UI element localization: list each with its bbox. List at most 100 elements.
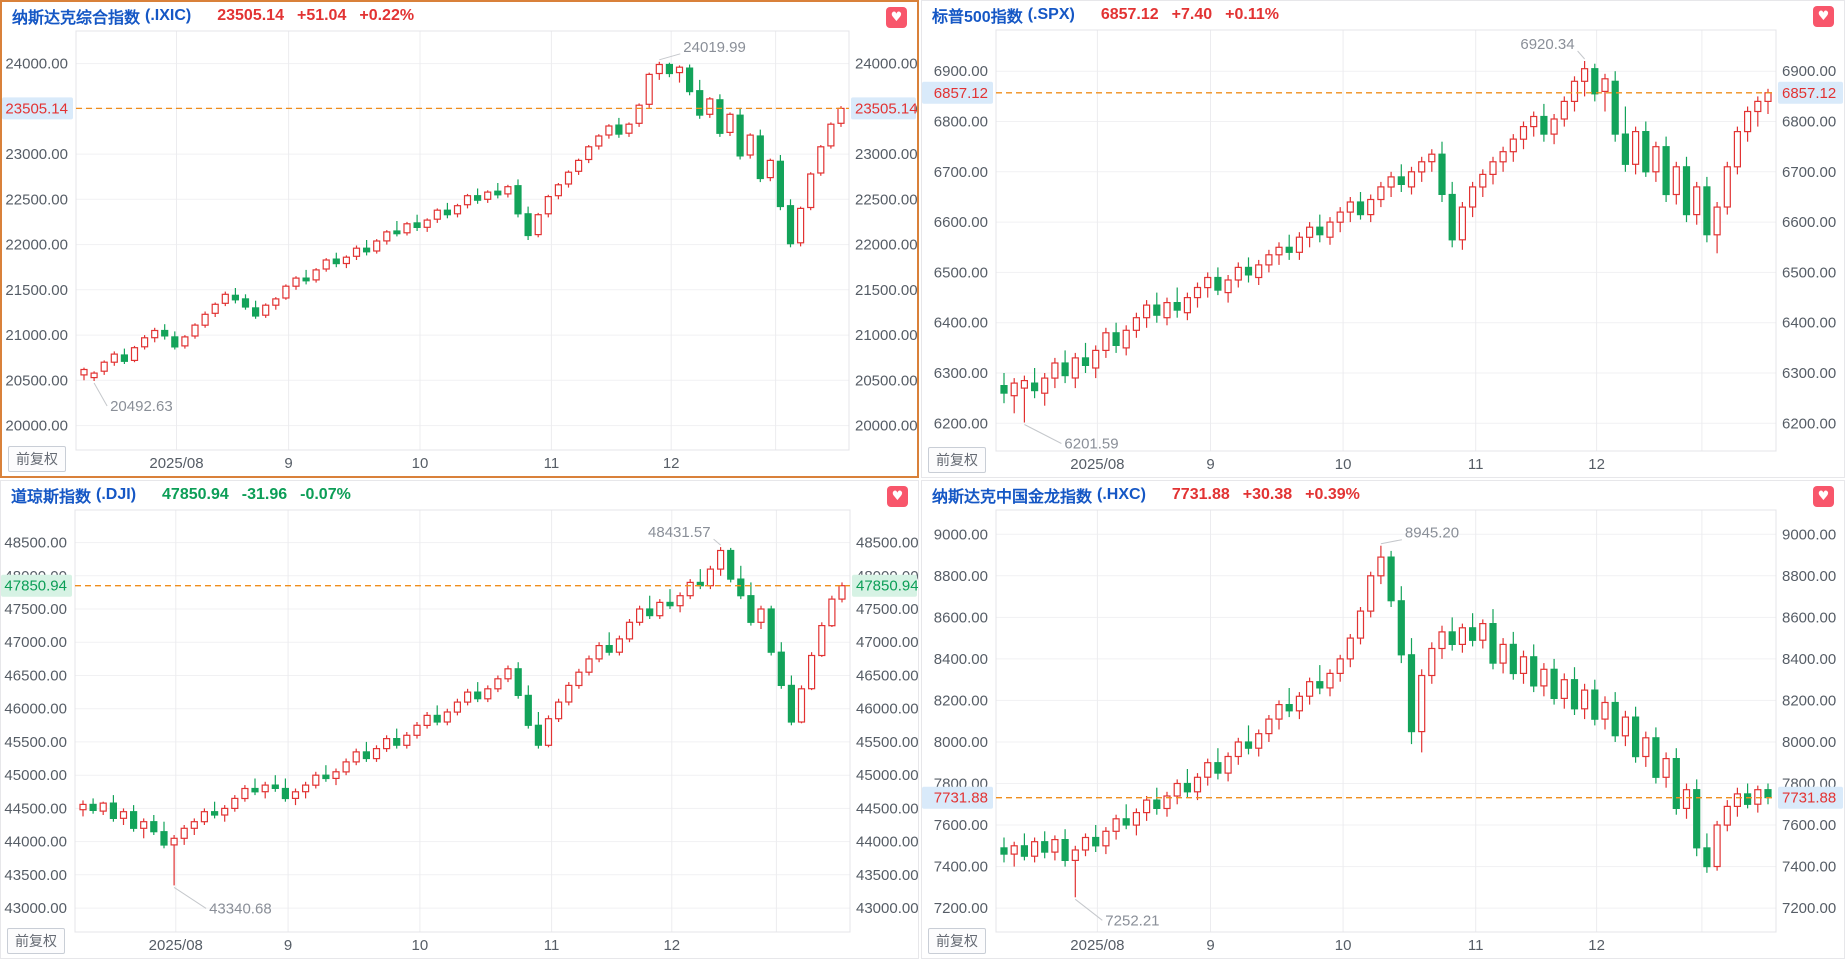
- index-code[interactable]: (.DJI): [96, 485, 137, 503]
- svg-text:21000.00: 21000.00: [5, 327, 68, 344]
- svg-text:20500.00: 20500.00: [5, 372, 68, 389]
- index-code[interactable]: (.HXC): [1097, 485, 1146, 503]
- svg-text:24019.99: 24019.99: [683, 39, 746, 56]
- quote: 23505.14 +51.04 +0.22%: [217, 7, 414, 25]
- svg-text:45500.00: 45500.00: [4, 734, 67, 751]
- price-change: -31.96: [241, 485, 288, 503]
- svg-text:6900.00: 6900.00: [1782, 63, 1836, 80]
- svg-text:6300.00: 6300.00: [1782, 365, 1836, 382]
- svg-text:6600.00: 6600.00: [934, 214, 988, 231]
- adjust-mode-button[interactable]: 前复权: [8, 446, 66, 472]
- svg-text:12: 12: [1588, 937, 1605, 954]
- svg-text:6857.12: 6857.12: [934, 85, 988, 102]
- price-change: +30.38: [1242, 485, 1293, 503]
- adjust-mode-button[interactable]: 前复权: [7, 928, 65, 954]
- panel-dow-jones[interactable]: 道琼斯指数 (.DJI) 47850.94 -31.96 -0.07% ♥ 48…: [0, 480, 919, 959]
- svg-text:7400.00: 7400.00: [934, 859, 988, 876]
- panel-nasdaq-composite[interactable]: 纳斯达克综合指数 (.IXIC) 23505.14 +51.04 +0.22% …: [0, 0, 919, 478]
- svg-text:46000.00: 46000.00: [856, 701, 918, 718]
- svg-text:7600.00: 7600.00: [1782, 817, 1836, 834]
- price-change-pct: -0.07%: [300, 485, 351, 503]
- svg-text:9000.00: 9000.00: [1782, 526, 1836, 543]
- svg-text:46000.00: 46000.00: [4, 701, 67, 718]
- svg-text:6700.00: 6700.00: [1782, 164, 1836, 181]
- candlestick-chart[interactable]: 48431.57 43340.68 43000.00 43000.00 43500.00…: [1, 508, 918, 958]
- svg-text:48500.00: 48500.00: [856, 535, 918, 552]
- svg-text:46500.00: 46500.00: [4, 668, 67, 685]
- panel-sp500[interactable]: 标普500指数 (.SPX) 6857.12 +7.40 +0.11% ♥ 69…: [921, 0, 1845, 478]
- quote: 47850.94 -31.96 -0.07%: [162, 486, 351, 504]
- favorite-heart-icon[interactable]: ♥: [1813, 486, 1834, 507]
- svg-text:6400.00: 6400.00: [1782, 315, 1836, 332]
- svg-text:6400.00: 6400.00: [934, 315, 988, 332]
- svg-text:43340.68: 43340.68: [209, 900, 272, 917]
- chart-area: 8945.20 7252.21 7200.00 7200.00 7400.00 7400.…: [922, 508, 1844, 958]
- svg-text:6201.59: 6201.59: [1064, 436, 1118, 453]
- svg-text:45000.00: 45000.00: [856, 767, 918, 784]
- svg-text:10: 10: [412, 455, 429, 472]
- candlestick-chart[interactable]: 8945.20 7252.21 7200.00 7200.00 7400.00 7400.…: [922, 508, 1844, 958]
- panel-china-golden-dragon[interactable]: 纳斯达克中国金龙指数 (.HXC) 7731.88 +30.38 +0.39% …: [921, 480, 1845, 959]
- svg-text:44500.00: 44500.00: [4, 800, 67, 817]
- favorite-heart-icon[interactable]: ♥: [1813, 6, 1834, 27]
- svg-text:8400.00: 8400.00: [1782, 651, 1836, 668]
- svg-text:47850.94: 47850.94: [856, 578, 918, 595]
- svg-text:44500.00: 44500.00: [856, 800, 918, 817]
- svg-text:6800.00: 6800.00: [1782, 114, 1836, 131]
- favorite-heart-icon[interactable]: ♥: [886, 7, 907, 28]
- svg-text:48500.00: 48500.00: [4, 535, 67, 552]
- index-name[interactable]: 纳斯达克中国金龙指数: [932, 488, 1093, 506]
- svg-text:44000.00: 44000.00: [4, 834, 67, 851]
- svg-text:8600.00: 8600.00: [1782, 609, 1836, 626]
- svg-text:8400.00: 8400.00: [934, 651, 988, 668]
- svg-text:8200.00: 8200.00: [1782, 692, 1836, 709]
- adjust-mode-button[interactable]: 前复权: [928, 928, 986, 954]
- price-change-pct: +0.39%: [1305, 485, 1360, 503]
- svg-text:47000.00: 47000.00: [4, 634, 67, 651]
- svg-text:6500.00: 6500.00: [934, 264, 988, 281]
- price-change-pct: +0.11%: [1225, 5, 1279, 23]
- candlestick-chart[interactable]: 24019.99 20492.63 20000.00 20000.00 20500.00…: [2, 29, 917, 476]
- svg-text:11: 11: [1468, 456, 1484, 473]
- svg-text:12: 12: [663, 937, 680, 954]
- svg-text:10: 10: [412, 937, 429, 954]
- svg-text:9000.00: 9000.00: [934, 526, 988, 543]
- svg-text:24000.00: 24000.00: [855, 56, 917, 73]
- panel-header: 纳斯达克综合指数 (.IXIC) 23505.14 +51.04 +0.22% …: [2, 2, 917, 29]
- svg-text:7200.00: 7200.00: [934, 900, 988, 917]
- svg-text:12: 12: [663, 455, 680, 472]
- svg-text:47850.94: 47850.94: [4, 578, 67, 595]
- svg-text:9: 9: [284, 455, 292, 472]
- index-name[interactable]: 纳斯达克综合指数: [12, 9, 141, 27]
- svg-text:2025/08: 2025/08: [149, 937, 203, 954]
- svg-text:6300.00: 6300.00: [934, 365, 988, 382]
- svg-text:6600.00: 6600.00: [1782, 214, 1836, 231]
- svg-text:8800.00: 8800.00: [1782, 568, 1836, 585]
- svg-text:11: 11: [544, 455, 560, 472]
- favorite-heart-icon[interactable]: ♥: [887, 486, 908, 507]
- last-price: 23505.14: [217, 6, 284, 24]
- svg-text:21500.00: 21500.00: [5, 282, 68, 299]
- svg-text:21000.00: 21000.00: [855, 327, 917, 344]
- svg-text:20000.00: 20000.00: [855, 418, 917, 435]
- panel-header: 标普500指数 (.SPX) 6857.12 +7.40 +0.11% ♥: [922, 1, 1844, 28]
- svg-text:43000.00: 43000.00: [856, 900, 918, 917]
- svg-text:10: 10: [1335, 937, 1352, 954]
- last-price: 7731.88: [1171, 485, 1230, 503]
- svg-text:7731.88: 7731.88: [1782, 790, 1836, 807]
- last-price: 47850.94: [162, 485, 229, 503]
- index-name[interactable]: 道琼斯指数: [11, 488, 92, 506]
- svg-text:6920.34: 6920.34: [1520, 36, 1574, 53]
- svg-text:11: 11: [1468, 937, 1484, 954]
- index-code[interactable]: (.SPX): [1027, 5, 1075, 23]
- svg-text:2025/08: 2025/08: [1070, 456, 1124, 473]
- adjust-mode-button[interactable]: 前复权: [928, 447, 986, 473]
- svg-text:7731.88: 7731.88: [934, 790, 988, 807]
- index-code[interactable]: (.IXIC): [145, 6, 192, 24]
- index-name[interactable]: 标普500指数: [932, 8, 1023, 26]
- chart-area: 6920.34 6201.59 6200.00 6200.00 6300.00 6300.…: [922, 28, 1844, 477]
- svg-text:43000.00: 43000.00: [4, 900, 67, 917]
- candlestick-chart[interactable]: 6920.34 6201.59 6200.00 6200.00 6300.00 6300.…: [922, 28, 1844, 477]
- svg-text:43500.00: 43500.00: [4, 867, 67, 884]
